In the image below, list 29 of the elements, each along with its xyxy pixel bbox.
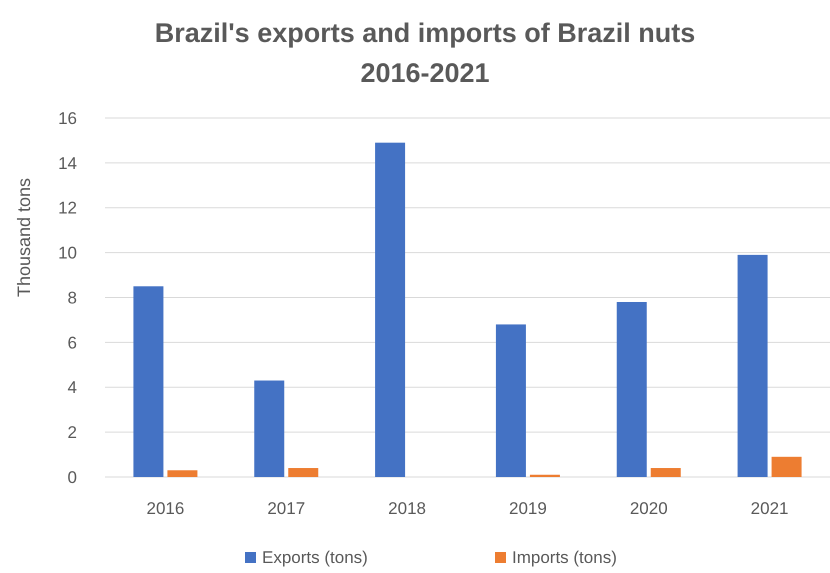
x-tick-label: 2019	[509, 499, 547, 518]
y-tick-label: 16	[58, 108, 77, 128]
x-tick-label: 2017	[267, 499, 306, 518]
bar	[650, 468, 681, 477]
y-tick-label: 0	[68, 468, 77, 487]
bar	[738, 254, 768, 477]
legend-label: Exports (tons)	[262, 548, 368, 567]
x-tick-label: 2018	[388, 499, 426, 518]
bar	[254, 380, 284, 477]
y-tick-label: 10	[58, 244, 77, 263]
y-tick-label: 6	[68, 333, 77, 352]
bar	[496, 324, 526, 477]
y-tick-label: 8	[68, 288, 77, 308]
x-tick-label: 2021	[750, 499, 788, 518]
y-axis-title: Thousand tons	[14, 178, 34, 298]
bar	[167, 470, 198, 477]
chart-title: Brazil's exports and imports of Brazil nuts 2016-2021	[154, 18, 696, 88]
x-tick-label: 2020	[630, 499, 668, 518]
y-tick-label: 14	[58, 154, 77, 173]
bar	[616, 302, 647, 477]
bar	[375, 142, 406, 477]
x-tick-label: 2016	[146, 499, 184, 518]
bar	[288, 468, 318, 477]
bar	[133, 286, 164, 477]
legend-label: Imports (tons)	[512, 548, 617, 567]
y-tick-label: 2	[68, 423, 77, 442]
y-tick-label: 12	[58, 198, 77, 218]
bar	[772, 456, 802, 477]
y-tick-label: 4	[68, 378, 77, 398]
